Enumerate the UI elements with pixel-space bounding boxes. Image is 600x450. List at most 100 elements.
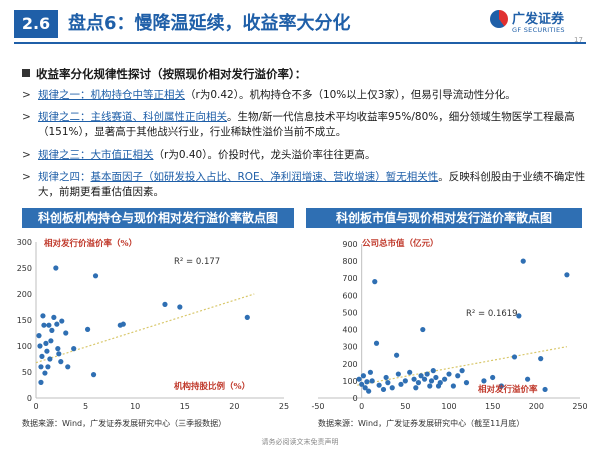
rule-lead: 规律之四：: [38, 171, 91, 183]
data-point: [49, 327, 55, 333]
y-tick-label: 200: [342, 360, 357, 369]
x-tick-label: 50: [400, 402, 410, 411]
chevron-right-icon: >: [22, 171, 31, 183]
rule-text: （r为0.40）。价投时代，龙头溢价率往往更高。: [153, 149, 376, 161]
data-point: [421, 376, 428, 382]
y-tick-label: 50: [22, 368, 32, 377]
r-squared-annotation: R² = 0.177: [174, 257, 220, 267]
x-axis-label: 相对发行溢价率: [478, 384, 538, 395]
data-point: [43, 340, 49, 346]
data-point: [364, 379, 370, 385]
chevron-right-icon: >: [22, 149, 31, 161]
x-tick-label: 15: [180, 402, 190, 411]
data-point: [38, 364, 44, 370]
data-point: [407, 369, 413, 375]
data-point: [437, 380, 443, 386]
x-tick-label: 0: [359, 402, 364, 411]
data-point: [120, 321, 126, 327]
y-tick-label: 0: [353, 394, 358, 403]
data-point: [395, 371, 401, 377]
y-tick-label: 250: [17, 264, 32, 273]
rule-text: （r为0.42）。机构持仓不多（10%以上仅3家），但易引导流动性分化。: [185, 89, 516, 101]
data-point: [38, 379, 44, 385]
section-number: 2.6: [14, 10, 58, 38]
data-point: [367, 369, 373, 375]
rule-lead: 规律之一：机构持仓中等正相关: [38, 89, 185, 101]
y-tick-label: 150: [17, 316, 32, 325]
rule-item-4: > 规律之四：基本面因子（如研发投入占比、ROE、净利润增速、营收增速）暂无相关…: [22, 170, 592, 200]
subtitle-text: 收益率分化规律性探讨（按照现价相对发行溢价率）：: [36, 67, 307, 81]
x-tick-label: -50: [311, 402, 324, 411]
rule-item-1: > 规律之一：机构持仓中等正相关（r为0.42）。机构持仓不多（10%以上仅3家…: [22, 88, 592, 103]
y-tick-label: 100: [17, 342, 32, 351]
data-point: [418, 373, 424, 379]
page-title: 盘点6：慢降温延续，收益率大分化: [68, 13, 351, 34]
data-point: [54, 321, 60, 327]
data-point: [41, 322, 47, 328]
data-point: [55, 346, 61, 352]
x-tick-label: 0: [33, 402, 38, 411]
square-bullet-icon: [22, 69, 30, 77]
company-logo: 广发证券 GF SECURITIES: [490, 6, 590, 40]
data-point: [244, 314, 250, 320]
data-point: [394, 352, 400, 358]
data-point: [177, 304, 183, 310]
y-tick-label: 700: [342, 274, 357, 283]
data-point: [385, 380, 391, 386]
data-point: [490, 374, 496, 381]
data-point: [356, 376, 362, 382]
x-tick-label: 200: [529, 402, 544, 411]
data-point: [455, 373, 461, 379]
x-tick-label: 250: [572, 402, 587, 411]
y-tick-label: 500: [342, 308, 357, 317]
data-point: [360, 373, 367, 379]
data-point: [46, 322, 52, 328]
x-tick-label: 100: [441, 402, 456, 411]
data-point: [59, 318, 65, 324]
data-point: [413, 385, 419, 391]
y-tick-label: 800: [342, 257, 357, 266]
r-squared-annotation: R² = 0.1619: [466, 309, 518, 319]
x-tick-label: 25: [279, 402, 289, 411]
chart-title-left: 科创板机构持仓与现价相对发行溢价率散点图: [22, 208, 294, 228]
x-tick-label: 150: [485, 402, 500, 411]
data-point: [84, 326, 91, 332]
data-point: [56, 351, 62, 357]
data-point: [37, 343, 43, 349]
data-point: [376, 382, 382, 388]
data-point: [51, 314, 57, 320]
logo-text-en: GF SECURITIES: [512, 26, 565, 34]
data-point: [511, 354, 518, 360]
y-tick-label: 300: [17, 238, 32, 247]
data-point: [389, 385, 395, 391]
rule-lead: 规律之二：主线赛道、科创属性正向相关: [38, 111, 227, 123]
data-point: [58, 359, 64, 365]
data-point: [53, 265, 59, 271]
data-point: [362, 385, 368, 391]
logo-mark-icon: [490, 10, 508, 28]
rule-text: 。反映科创股由于业绩不确定性大，前期更看重估值因素。: [38, 171, 586, 198]
data-point: [420, 326, 426, 333]
x-axis-label: 机构持股比例（%）: [174, 381, 250, 392]
x-tick-label: 5: [83, 402, 88, 411]
data-point: [525, 376, 531, 382]
data-point: [520, 258, 526, 264]
data-point: [481, 378, 487, 384]
data-point: [40, 313, 46, 319]
data-point: [446, 371, 452, 377]
data-point: [380, 386, 387, 393]
data-point: [415, 380, 422, 386]
data-point: [450, 383, 456, 389]
data-point: [516, 313, 522, 319]
data-point: [359, 381, 365, 387]
chevron-right-icon: >: [22, 111, 31, 123]
y-tick-label: 400: [342, 326, 357, 335]
data-point: [538, 356, 544, 362]
trendline: [35, 293, 255, 364]
data-point: [428, 378, 435, 384]
header-divider: [14, 42, 586, 44]
rule-lead: 规律之三：大市值正相关: [38, 149, 154, 161]
data-point: [542, 386, 548, 393]
data-point: [427, 383, 433, 389]
